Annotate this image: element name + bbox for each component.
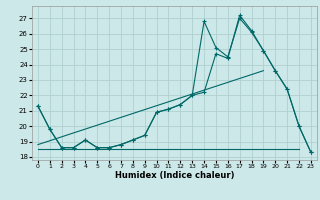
X-axis label: Humidex (Indice chaleur): Humidex (Indice chaleur)	[115, 171, 234, 180]
